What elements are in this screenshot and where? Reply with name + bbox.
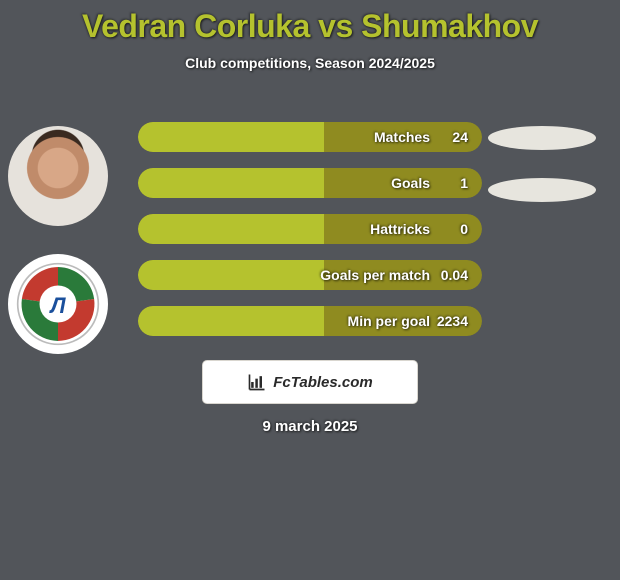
date: 9 march 2025 <box>0 418 620 435</box>
player-photo <box>8 126 108 226</box>
stat-bar: Matches 24 <box>138 122 482 152</box>
avatar-player <box>8 126 108 226</box>
watermark: FcTables.com <box>202 360 418 404</box>
stat-bar-value: 0 <box>460 214 468 244</box>
stat-bar: Min per goal2234 <box>138 306 482 336</box>
club-badge: Л <box>16 262 100 346</box>
comparison-card: Vedran Corluka vs Shumakhov Club competi… <box>0 0 620 580</box>
subtitle: Club competitions, Season 2024/2025 <box>0 55 620 71</box>
stat-bar-label: Matches <box>138 122 430 152</box>
stat-bar-value: 24 <box>452 122 468 152</box>
stat-bar: Hattricks 0 <box>138 214 482 244</box>
comparison-pill <box>488 126 596 150</box>
stat-bar-label: Hattricks <box>138 214 430 244</box>
stat-bar: Goals per match 0.04 <box>138 260 482 290</box>
avatar-club: Л <box>8 254 108 354</box>
chart-icon <box>247 372 267 392</box>
stat-bar-value: 1 <box>460 168 468 198</box>
stat-bar-label: Goals <box>138 168 430 198</box>
watermark-text: FcTables.com <box>273 374 372 391</box>
stat-bar-value: 0.04 <box>441 260 468 290</box>
badge-letter: Л <box>49 293 67 318</box>
page-title: Vedran Corluka vs Shumakhov <box>0 0 620 45</box>
stat-bar-label: Min per goal <box>138 306 430 336</box>
stat-bars: Matches 24 Goals 1 Hattricks 0 Goals per match… <box>138 122 482 352</box>
stat-bar: Goals 1 <box>138 168 482 198</box>
stat-bar-label: Goals per match <box>138 260 430 290</box>
stat-bar-value: 2234 <box>437 306 468 336</box>
comparison-pill <box>488 178 596 202</box>
